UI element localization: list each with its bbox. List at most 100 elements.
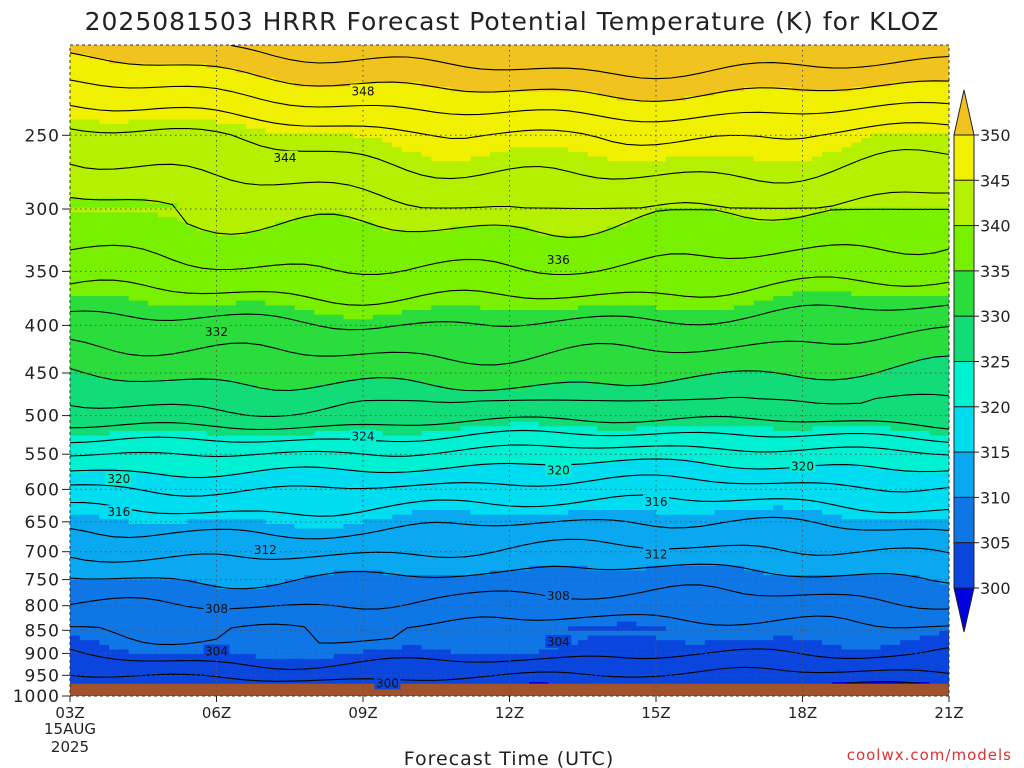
contour-band xyxy=(382,226,452,232)
contour-band xyxy=(919,635,949,641)
contour-band xyxy=(900,640,949,646)
contour-band xyxy=(70,198,149,204)
contour-band xyxy=(656,635,774,641)
contour-band xyxy=(70,412,949,418)
contour-band xyxy=(665,379,949,385)
contour-band xyxy=(529,226,608,232)
credit-link[interactable]: coolwx.com/models xyxy=(847,746,1012,764)
contour-band xyxy=(470,510,569,516)
contour-band xyxy=(538,649,949,655)
contour-line-300 xyxy=(846,681,920,684)
contour-band xyxy=(685,96,949,102)
contour-band xyxy=(490,570,765,576)
contour-band xyxy=(109,644,403,651)
contour-band xyxy=(99,119,130,125)
contour-band xyxy=(206,63,949,69)
colorbar-swatch xyxy=(953,179,975,227)
contour-band xyxy=(70,644,110,651)
contour-band xyxy=(900,468,949,474)
contour-band xyxy=(70,361,911,367)
contour-band xyxy=(70,449,949,455)
contour-band xyxy=(294,217,354,223)
contour-band xyxy=(70,305,296,311)
contour-band xyxy=(421,379,569,385)
contour-band xyxy=(392,514,843,520)
colorbar-arrow-bottom xyxy=(953,587,975,633)
contour-band xyxy=(646,565,745,571)
contour-band xyxy=(70,254,949,260)
x-tick-label: 15Z xyxy=(641,704,670,722)
contour-band xyxy=(939,630,949,637)
contour-band xyxy=(861,138,949,144)
contour-band xyxy=(909,361,949,367)
contour-band xyxy=(70,133,354,139)
contour-band xyxy=(841,147,949,153)
x-tick-label: 09Z xyxy=(348,704,377,722)
contour-band xyxy=(450,649,540,655)
contour-band xyxy=(773,635,794,641)
contour-band xyxy=(70,431,110,437)
y-tick-label: 450 xyxy=(25,364,60,384)
contour-band xyxy=(695,458,949,465)
colorbar-swatch xyxy=(953,315,975,363)
contour-band xyxy=(431,305,481,311)
contour-band xyxy=(587,379,667,385)
contour-band xyxy=(714,370,774,376)
contour-band xyxy=(294,82,354,88)
contour-band xyxy=(695,375,804,381)
contour-band xyxy=(763,570,949,576)
contour-band xyxy=(70,170,949,176)
contour-band xyxy=(421,644,559,651)
contour-band xyxy=(372,221,628,227)
contour-band xyxy=(343,212,647,218)
contour-band xyxy=(70,203,178,209)
contour-band xyxy=(70,175,949,181)
contour-band xyxy=(646,212,735,218)
contour-band xyxy=(734,305,949,311)
contour-band xyxy=(411,510,471,516)
colorbar-label: 325 xyxy=(980,353,1011,372)
contour-band xyxy=(743,86,794,92)
colorbar-swatch xyxy=(953,542,975,589)
contour-band xyxy=(70,128,266,134)
contour-band xyxy=(70,282,949,288)
contour-band xyxy=(109,431,208,437)
contour-band xyxy=(206,431,315,437)
contour-label: 304 xyxy=(547,635,570,649)
contour-label-bg xyxy=(252,542,279,556)
colorbar-swatch xyxy=(953,451,975,498)
contour-band xyxy=(783,217,949,223)
contour-band xyxy=(70,63,208,69)
colorbar-arrow-top xyxy=(953,89,975,136)
contour-band xyxy=(70,547,949,553)
contour-band xyxy=(851,142,949,148)
contour-band xyxy=(656,510,716,516)
contour-band xyxy=(70,570,335,576)
contour-label-bg xyxy=(545,463,572,477)
contour-band xyxy=(236,379,344,385)
contour-band xyxy=(460,426,598,432)
contour-band xyxy=(743,565,949,571)
contour-band xyxy=(236,300,266,306)
contour-label-bg xyxy=(105,505,132,519)
contour-band xyxy=(490,151,589,158)
contour-band xyxy=(402,310,949,316)
contour-band xyxy=(70,458,618,465)
contour-label: 312 xyxy=(254,543,277,557)
contour-band xyxy=(70,514,100,520)
contour-band xyxy=(70,147,403,153)
contour-band xyxy=(314,384,442,390)
colorbar-swatch xyxy=(953,406,975,453)
contour-band xyxy=(577,305,657,311)
contour-band xyxy=(665,626,949,632)
contour-band xyxy=(470,463,716,469)
contour-band xyxy=(509,421,540,427)
contour-band xyxy=(363,649,452,655)
contour-label-bg xyxy=(643,494,669,508)
contour-line-318 xyxy=(70,474,949,497)
contour-labels: 348 344 336 332 324 320 320 320 316 316 312 312 308 3… xyxy=(105,84,816,690)
contour-band xyxy=(353,217,637,223)
x-tick-label: 18Z xyxy=(788,704,817,722)
contour-band xyxy=(402,644,423,651)
